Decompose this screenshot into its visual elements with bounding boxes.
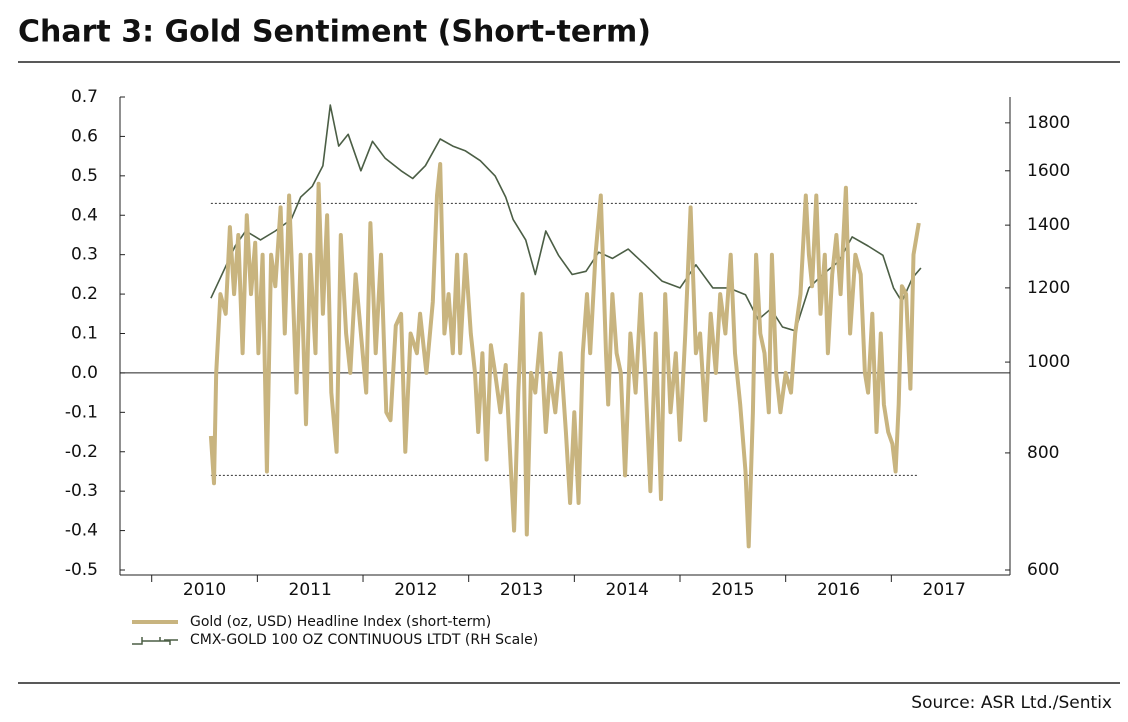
x-tick-label: 2011 <box>289 580 332 600</box>
y-tick-label: 0.4 <box>71 205 98 225</box>
y2-tick-label: 1800 <box>1027 113 1070 133</box>
y-tick-label: 0.1 <box>71 324 98 344</box>
y-tick-label: -0.3 <box>65 481 98 501</box>
legend-label: CMX-GOLD 100 OZ CONTINUOUS LTDT (RH Scal… <box>190 632 538 648</box>
y2-tick-label: 1600 <box>1027 161 1070 181</box>
y-tick-label: 0.6 <box>71 126 98 146</box>
legend-label: Gold (oz, USD) Headline Index (short-ter… <box>190 614 491 630</box>
y-tick-label: 0.0 <box>71 363 98 383</box>
x-tick-label: 2015 <box>711 580 754 600</box>
x-tick-label: 2013 <box>500 580 543 600</box>
series-line <box>210 104 922 332</box>
y2-tick-label: 800 <box>1027 443 1059 463</box>
y2-tick-label: 1400 <box>1027 215 1070 235</box>
series-line <box>208 162 921 549</box>
y-tick-label: -0.2 <box>65 442 98 462</box>
x-tick-label: 2012 <box>394 580 437 600</box>
x-tick-label: 2017 <box>923 580 966 600</box>
y-tick-label: -0.1 <box>65 402 98 422</box>
y-tick-label: -0.4 <box>65 521 98 541</box>
source: Source: ASR Ltd./Sentix <box>911 693 1112 713</box>
y-tick-label: 0.2 <box>71 284 98 304</box>
y-tick-label: -0.5 <box>65 560 98 580</box>
y2-tick-label: 1000 <box>1027 352 1070 372</box>
x-tick-label: 2010 <box>183 580 226 600</box>
legend: Gold (oz, USD) Headline Index (short-ter… <box>132 614 538 648</box>
legend-swatch <box>132 637 178 645</box>
y2-tick-label: 1200 <box>1027 278 1070 298</box>
chart-title: Chart 3: Gold Sentiment (Short-term) <box>18 15 651 50</box>
y-tick-label: 0.3 <box>71 245 98 265</box>
y-tick-label: 0.7 <box>71 87 98 107</box>
x-tick-label: 2016 <box>817 580 860 600</box>
y-tick-label: 0.5 <box>71 166 98 186</box>
y2-tick-label: 600 <box>1027 560 1059 580</box>
x-tick-label: 2014 <box>606 580 649 600</box>
